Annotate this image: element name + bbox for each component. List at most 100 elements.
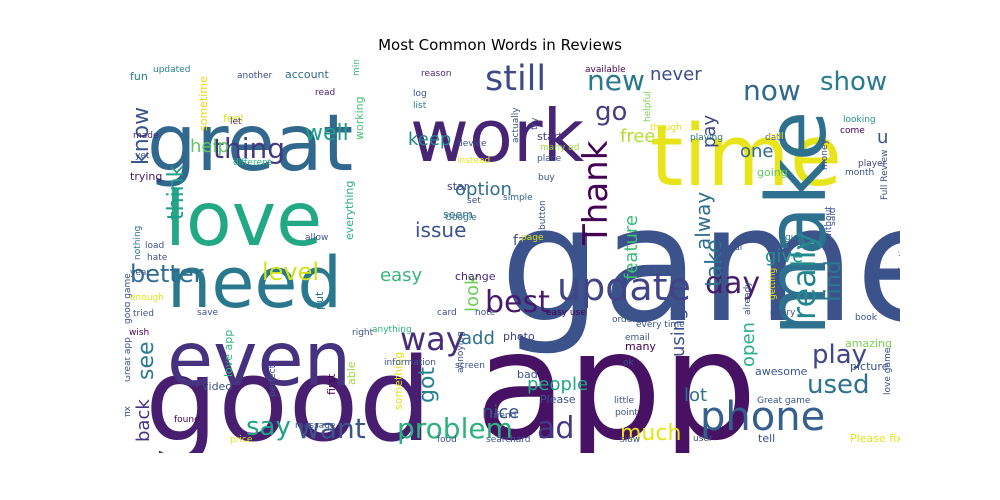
word-got: got xyxy=(415,367,440,403)
word-take: take xyxy=(702,239,727,287)
word-account: account xyxy=(285,68,330,81)
word-email: email xyxy=(625,333,650,343)
word-looking: looking xyxy=(843,115,876,125)
word-level: level xyxy=(262,258,319,286)
word-much: much xyxy=(620,421,681,446)
word-issue: issue xyxy=(415,218,466,242)
word-information: information xyxy=(384,358,436,368)
word-many: many xyxy=(625,340,656,353)
word-problem: problem xyxy=(397,412,513,445)
word-available: available xyxy=(585,65,626,75)
word-note: note xyxy=(475,308,496,318)
word-want: want xyxy=(297,412,366,445)
word-ad: ad xyxy=(537,411,574,446)
word-try: try xyxy=(530,117,540,130)
word-found: found xyxy=(174,415,200,425)
word-help: help xyxy=(190,136,229,157)
word-new: new xyxy=(587,64,645,97)
word-nice: nice xyxy=(482,402,519,423)
word-log: log xyxy=(413,89,427,99)
word-please: Please xyxy=(540,393,576,406)
word-google: Google xyxy=(445,213,477,223)
word-let: let xyxy=(230,117,242,127)
word-something: something xyxy=(392,352,405,410)
word-working: working xyxy=(353,96,366,140)
word-updated: updated xyxy=(153,65,190,75)
word-every-time: every time xyxy=(636,320,685,330)
word-bad: bad xyxy=(517,368,538,381)
word-year: year xyxy=(130,268,150,278)
word-said: said xyxy=(828,208,838,226)
word-fix: fix xyxy=(125,405,133,417)
word-great: great xyxy=(147,99,353,189)
word-video: video xyxy=(202,380,232,393)
word-guy: guy xyxy=(785,233,802,243)
word-made: made xyxy=(133,131,159,141)
word-useful: useful xyxy=(715,243,742,253)
word-back: back xyxy=(133,399,154,442)
word-open: open xyxy=(738,322,759,367)
word-app: app xyxy=(475,300,757,453)
word-everything: everything xyxy=(343,181,356,240)
word-play: play xyxy=(812,340,867,370)
word-still: still xyxy=(485,60,546,99)
word-amazing: amazing xyxy=(845,337,892,350)
word-hate: hate xyxy=(147,253,168,263)
word-look: look xyxy=(462,274,483,312)
word-please-fix: Please fix xyxy=(850,432,900,445)
word-message: message xyxy=(295,421,336,431)
word-see: see xyxy=(134,341,159,380)
word-nothing: nothing xyxy=(133,226,143,260)
word-sometime: sometime xyxy=(197,76,210,131)
word-well: well xyxy=(305,121,349,146)
word-month: month xyxy=(845,168,874,178)
word-getting: getting xyxy=(768,268,778,300)
word-make: make xyxy=(750,111,845,336)
word-give: give xyxy=(765,246,803,267)
word-though: though xyxy=(650,123,682,133)
word-allow: allow xyxy=(305,233,328,243)
word-already: already xyxy=(743,281,753,315)
word-another: another xyxy=(237,71,272,81)
word-annoying: annoying xyxy=(456,331,466,373)
word-many-ad: many ad xyxy=(540,143,579,153)
word-feature: feature xyxy=(621,215,642,280)
word-trying: trying xyxy=(130,170,162,183)
word-ok: ok xyxy=(623,358,635,368)
word-player: player xyxy=(858,159,887,169)
word-going: going xyxy=(757,166,788,179)
word-able: able xyxy=(345,361,358,385)
word-fun: fun xyxy=(130,70,148,83)
word-seem: seem xyxy=(443,208,473,221)
word-feel: feel xyxy=(223,112,243,125)
word-lot: lot xyxy=(684,385,707,406)
word-simple: simple xyxy=(503,193,533,203)
word-phone: phone xyxy=(700,394,825,440)
word-pay: pay xyxy=(699,115,720,148)
word-playing: playing xyxy=(690,133,723,143)
word-perfect: perfect xyxy=(268,364,278,397)
word-better: better xyxy=(130,260,204,288)
word-tried: tried xyxy=(133,309,154,319)
word-photo: photo xyxy=(503,330,535,343)
word-easy: easy xyxy=(380,265,422,286)
word-keep: keep xyxy=(408,129,451,150)
word-alway: alway xyxy=(691,192,715,250)
word-update: update xyxy=(557,265,691,309)
word-data: data xyxy=(765,133,785,143)
word-thank: Thank xyxy=(576,140,616,246)
word-love: love xyxy=(165,175,322,263)
word-notification: notification xyxy=(898,239,900,290)
word-food: food xyxy=(437,435,457,445)
word-great-game: Great game xyxy=(757,396,811,406)
word-buy: buy xyxy=(538,173,555,183)
word-button: button xyxy=(538,200,548,230)
word-book: book xyxy=(855,313,878,323)
word-price: price xyxy=(230,435,253,445)
word-without: without xyxy=(824,206,834,240)
word-actually: actually xyxy=(511,107,521,143)
word-time: time xyxy=(650,107,842,206)
word-helpful: helpful xyxy=(643,91,653,122)
word-say: say xyxy=(246,412,291,442)
